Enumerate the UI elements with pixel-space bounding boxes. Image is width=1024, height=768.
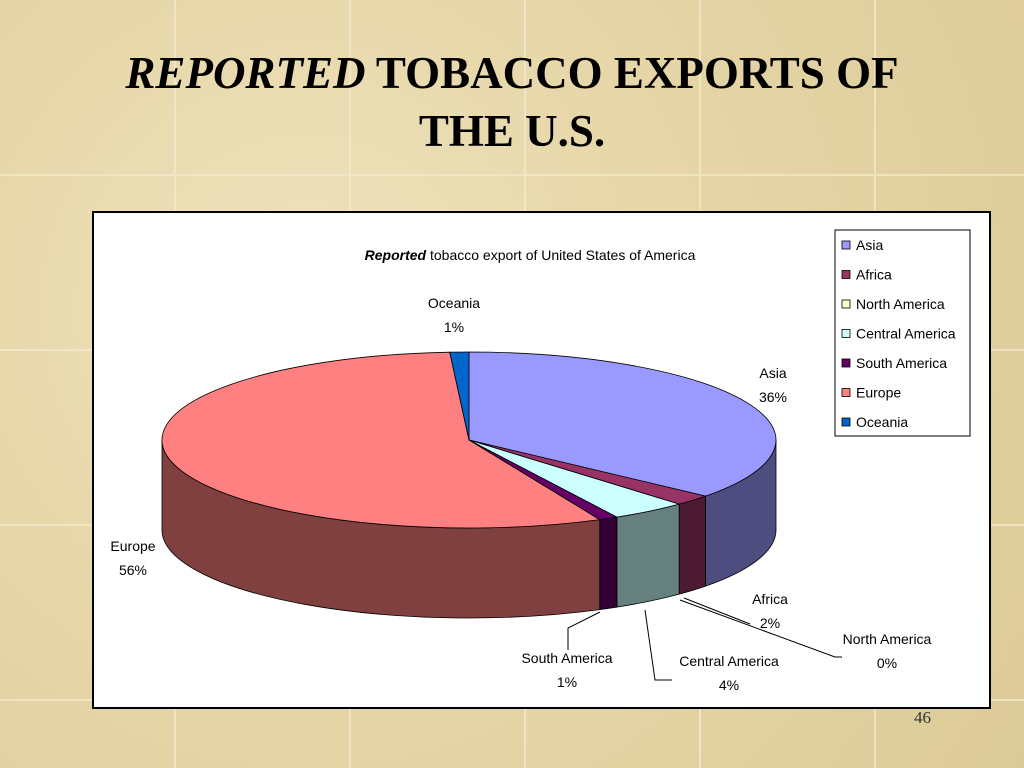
legend-label: Central America: [856, 326, 956, 342]
data-label-value: 1%: [557, 674, 577, 690]
legend-label: South America: [856, 355, 947, 371]
legend-swatch: [841, 388, 851, 397]
data-label-name: South America: [521, 650, 612, 666]
legend-swatch: [841, 358, 851, 368]
legend-swatch: [841, 417, 851, 427]
slice: [468, 351, 777, 497]
chart-title-emphasis: Reported: [365, 247, 427, 263]
data-label-value: 1%: [444, 319, 464, 335]
legend-swatch: [841, 270, 851, 279]
data-label-value: 2%: [760, 615, 780, 631]
leader-line: [567, 611, 601, 650]
legend-label: North America: [856, 296, 945, 312]
data-label-name: Central America: [679, 653, 779, 669]
chart-title-text: tobacco export of United States of Ameri…: [430, 247, 696, 263]
slide-title: REPORTED TOBACCO EXPORTS OF THE U.S.: [102, 44, 922, 160]
leader-line: [683, 597, 751, 625]
legend-label: Oceania: [856, 414, 908, 430]
data-label-value: 0%: [877, 655, 897, 671]
legend-swatch: [841, 240, 851, 250]
data-label-value: 56%: [119, 562, 147, 578]
data-label-name: Africa: [752, 591, 788, 607]
data-label-name: Europe: [110, 538, 155, 554]
slice-side: [678, 495, 706, 595]
legend-label: Europe: [856, 385, 901, 401]
data-label-name: North America: [843, 631, 932, 647]
data-label-value: 4%: [719, 677, 739, 693]
title-text: TOBACCO EXPORTS OF THE U.S.: [375, 48, 899, 156]
legend-label: Africa: [856, 267, 892, 283]
slice: [449, 351, 470, 441]
leader-line: [679, 599, 842, 658]
data-label-value: 36%: [759, 389, 787, 405]
legend-label: Asia: [856, 237, 883, 253]
chart-title: Reported tobacco export of United States…: [365, 247, 696, 263]
legend-swatch: [841, 329, 851, 338]
slice-side: [616, 503, 680, 608]
leader-line: [644, 609, 672, 681]
slice: [161, 351, 601, 529]
data-label-name: Oceania: [428, 295, 480, 311]
slice-side: [599, 516, 618, 611]
legend: [834, 229, 971, 437]
page-number: 46: [914, 708, 931, 727]
data-label-name: Asia: [759, 365, 786, 381]
legend-swatch: [841, 299, 851, 309]
title-emphasis: REPORTED: [125, 48, 366, 98]
